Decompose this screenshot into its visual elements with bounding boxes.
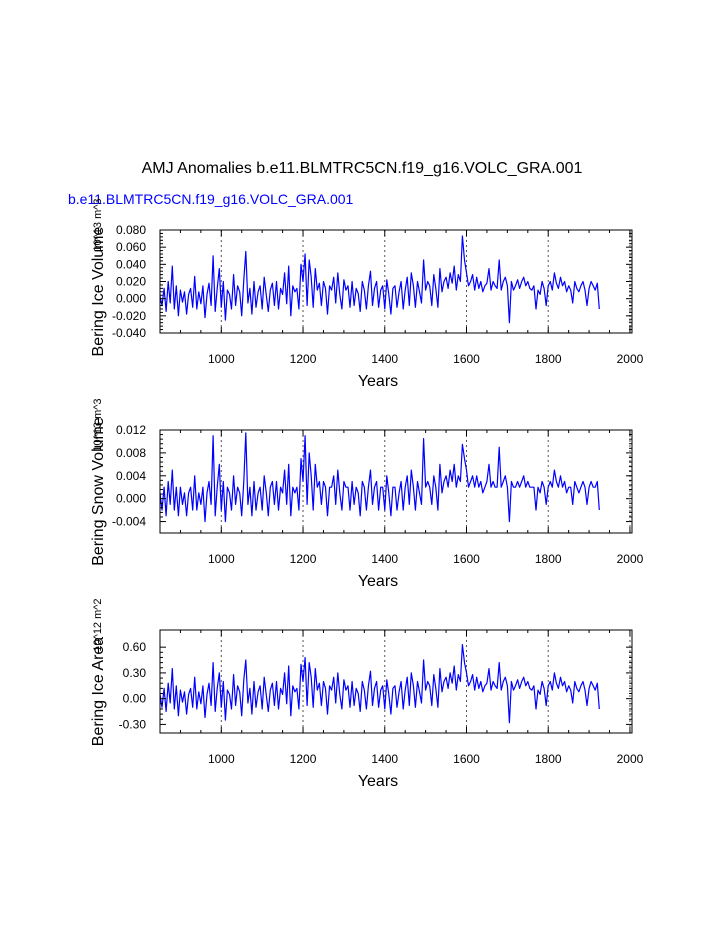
- y-axis-label: Bering Snow Volume: [90, 417, 107, 566]
- y-tick-label: -0.004: [112, 515, 146, 529]
- x-tick-label: 1000: [208, 752, 235, 766]
- y-tick-label: -0.040: [112, 326, 146, 340]
- y-axis-units: 10^13 m^3: [92, 198, 104, 251]
- plot-frame: [159, 429, 633, 534]
- x-tick-label: 2000: [617, 752, 644, 766]
- x-tick-label: 1600: [453, 752, 480, 766]
- y-tick-label: -0.30: [119, 717, 147, 731]
- y-axis-label: Bering Ice Volume: [90, 226, 107, 356]
- x-axis-label: Years: [358, 773, 398, 790]
- x-tick-label: 2000: [617, 552, 644, 566]
- x-axis-label: Years: [358, 573, 398, 590]
- x-tick-label: 1800: [535, 552, 562, 566]
- x-tick-label: 2000: [617, 352, 644, 366]
- ice-volume-panel: 1000 1200 1400 1600 1800 2000 -0.040 -0.020 0.00…: [90, 198, 644, 390]
- x-tick-label: 1200: [290, 552, 317, 566]
- y-tick-label: 0.060: [116, 240, 146, 254]
- y-tick-label: 0.020: [116, 275, 146, 289]
- data-series-line: [159, 644, 600, 724]
- x-tick-label: 1400: [371, 552, 398, 566]
- data-series-line: [159, 432, 600, 523]
- y-tick-label: 0.012: [116, 423, 146, 437]
- x-tick-label: 1400: [371, 752, 398, 766]
- y-tick-label: 0.000: [116, 292, 146, 306]
- ice-area-panel: 1000 1200 1400 1600 1800 2000 -0.30 0.00 0.30 0.6…: [90, 598, 644, 790]
- y-tick-label: 0.000: [116, 492, 146, 506]
- y-axis-units: 10^12 m^2: [92, 598, 104, 651]
- data-series-line: [159, 235, 600, 324]
- y-axis-label: Bering Ice Area: [90, 637, 107, 747]
- y-tick-label: -0.020: [112, 309, 146, 323]
- x-tick-label: 1800: [535, 752, 562, 766]
- x-tick-label: 1200: [290, 352, 317, 366]
- x-tick-label: 1800: [535, 352, 562, 366]
- x-tick-label: 1000: [208, 552, 235, 566]
- x-tick-label: 1600: [453, 552, 480, 566]
- y-tick-label: 0.040: [116, 257, 146, 271]
- legend-label: b.e11.BLMTRC5CN.f19_g16.VOLC_GRA.001: [68, 191, 354, 207]
- y-tick-label: 0.080: [116, 223, 146, 237]
- figure-title: AMJ Anomalies b.e11.BLMTRC5CN.f19_g16.VO…: [142, 160, 583, 177]
- x-tick-label: 1600: [453, 352, 480, 366]
- y-tick-label: 0.00: [123, 692, 147, 706]
- y-tick-label: 0.60: [123, 640, 147, 654]
- x-axis-label: Years: [358, 373, 398, 390]
- plot-frame: [159, 629, 633, 734]
- x-tick-label: 1200: [290, 752, 317, 766]
- y-axis-units: 10^13 m^3: [92, 398, 104, 451]
- y-tick-label: 0.008: [116, 446, 146, 460]
- x-tick-label: 1000: [208, 352, 235, 366]
- x-tick-label: 1400: [371, 352, 398, 366]
- y-tick-label: 0.30: [123, 666, 147, 680]
- y-tick-label: 0.004: [116, 469, 146, 483]
- snow-volume-panel: 1000 1200 1400 1600 1800 2000 -0.004 0.000 0.004…: [90, 398, 644, 590]
